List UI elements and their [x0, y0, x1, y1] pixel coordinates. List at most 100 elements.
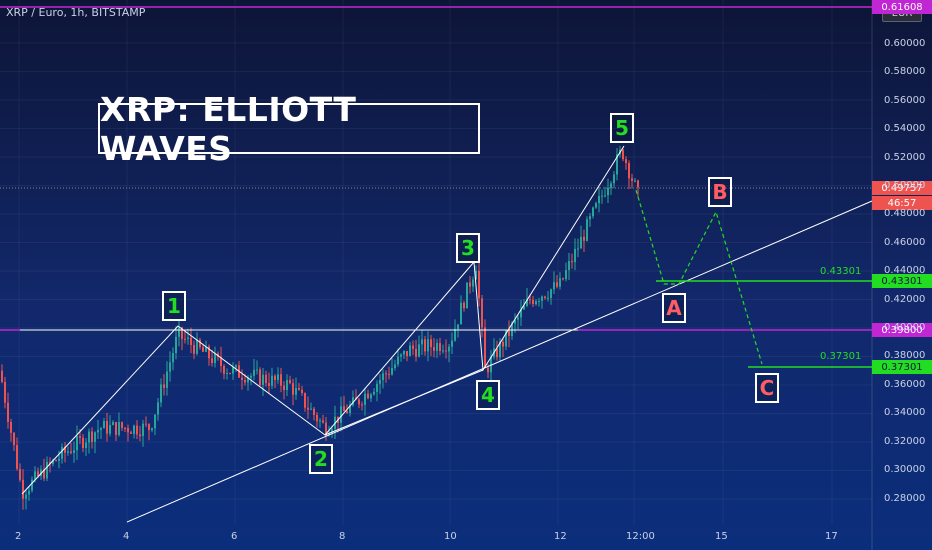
- candle-body: [598, 195, 600, 204]
- candle-body: [43, 469, 45, 479]
- candle-body: [634, 180, 636, 182]
- candle-body: [100, 428, 102, 430]
- price-tick: 0.56000: [884, 95, 926, 106]
- wave-label-c: C: [755, 373, 779, 403]
- price-tick: 0.42000: [884, 294, 926, 305]
- candle-body: [151, 428, 153, 431]
- fib-tag-2: 0.37301: [872, 360, 932, 374]
- candle-body: [22, 479, 24, 499]
- candle-body: [559, 278, 561, 287]
- candle-body: [373, 391, 375, 395]
- candle-body: [82, 437, 84, 449]
- price-tick: 0.58000: [884, 66, 926, 77]
- candle-body: [637, 180, 639, 188]
- price-tick: 0.28000: [884, 493, 926, 504]
- fib-tag-1: 0.43301: [872, 274, 932, 288]
- grid-lines: [0, 0, 872, 550]
- time-tick: 4: [123, 531, 130, 542]
- candle-body: [376, 383, 378, 392]
- candle-body: [286, 380, 288, 391]
- wave-label-5: 5: [610, 113, 634, 143]
- candle-body: [259, 369, 261, 385]
- candle-body: [34, 471, 36, 480]
- candle-body: [94, 432, 96, 442]
- candle-body: [565, 270, 567, 280]
- candle-body: [79, 436, 81, 438]
- candle-body: [463, 302, 465, 309]
- candle-body: [202, 347, 204, 352]
- symbol-label: XRP / Euro, 1h, BITSTAMP: [6, 6, 146, 19]
- candle-body: [586, 219, 588, 241]
- candle-body: [544, 296, 546, 298]
- candle-body: [571, 261, 573, 263]
- candle-body: [289, 380, 291, 384]
- wave-2-4-line: [324, 369, 484, 436]
- candle-body: [382, 373, 384, 380]
- time-tick: 2: [15, 531, 22, 542]
- candle-body: [25, 494, 27, 499]
- countdown-tag: 46:57: [872, 196, 932, 210]
- candle-body: [523, 305, 525, 310]
- candle-body: [466, 282, 468, 309]
- candle-body: [457, 324, 459, 329]
- candle-body: [292, 383, 294, 395]
- candle-body: [349, 405, 351, 414]
- candle-body: [268, 383, 270, 386]
- time-tick: 6: [231, 531, 238, 542]
- candle-body: [229, 372, 231, 374]
- time-tick: 15: [715, 531, 728, 542]
- candle-body: [7, 402, 9, 423]
- candle-body: [307, 407, 309, 410]
- candle-body: [583, 236, 585, 241]
- candle-body: [124, 427, 126, 429]
- candle-body: [46, 461, 48, 479]
- resistance-tag: 0.39800: [872, 323, 932, 337]
- candle-body: [112, 422, 114, 426]
- candle-body: [91, 431, 93, 442]
- candle-body: [220, 356, 222, 367]
- candle-body: [628, 163, 630, 179]
- fib-level-label-2: 0.37301: [820, 351, 862, 362]
- candle-body: [70, 451, 72, 453]
- wave-label-2: 2: [309, 444, 333, 474]
- candle-body: [541, 296, 543, 301]
- candle-body: [280, 374, 282, 386]
- candle-body: [451, 340, 453, 347]
- candle-body: [325, 422, 327, 436]
- candle-body: [244, 379, 246, 383]
- candle-body: [88, 431, 90, 443]
- candle-body: [73, 450, 75, 453]
- candle-body: [40, 469, 42, 477]
- candle-body: [616, 154, 618, 175]
- wave-label-4: 4: [476, 380, 500, 410]
- candle-body: [106, 420, 108, 434]
- candle-body: [364, 393, 366, 405]
- candle-body: [313, 408, 315, 415]
- candles: [1, 145, 639, 510]
- candle-body: [406, 350, 408, 357]
- time-tick: 12:00: [626, 531, 655, 542]
- candle-body: [574, 248, 576, 263]
- candle-body: [439, 343, 441, 352]
- candle-body: [454, 328, 456, 341]
- candle-body: [196, 339, 198, 354]
- candle-body: [37, 471, 39, 477]
- candle-body: [505, 329, 507, 347]
- candle-body: [61, 447, 63, 459]
- candle-body: [58, 458, 60, 461]
- candle-body: [496, 348, 498, 358]
- candle-body: [190, 337, 192, 345]
- candle-body: [343, 406, 345, 412]
- candle-body: [103, 420, 105, 429]
- candle-body: [601, 195, 603, 197]
- candle-body: [340, 406, 342, 423]
- candle-body: [430, 339, 432, 348]
- candle-body: [187, 337, 189, 339]
- candle-body: [136, 425, 138, 435]
- candle-body: [115, 422, 117, 435]
- candle-body: [319, 420, 321, 422]
- top-price-tag: 0.61608: [872, 0, 932, 14]
- candle-body: [484, 327, 486, 368]
